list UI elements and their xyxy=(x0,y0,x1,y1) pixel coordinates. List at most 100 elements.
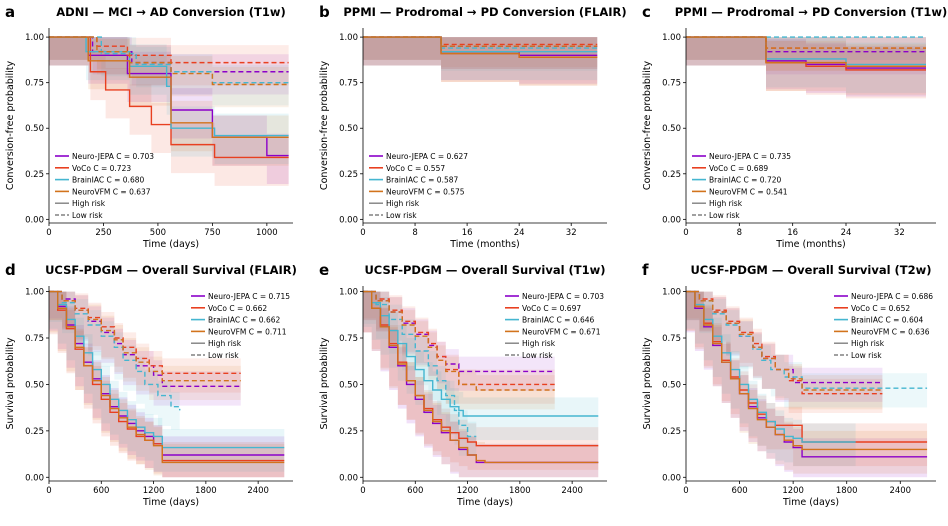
legend-entry: Neuro-JEPA C = 0.715 xyxy=(208,292,290,301)
legend-entry: VoCo C = 0.557 xyxy=(386,164,445,173)
curve-low-neurovfm xyxy=(363,36,598,47)
legend-c-index: C = 0.711 xyxy=(246,327,286,336)
ci-band-high-neurovfm xyxy=(363,291,599,478)
curve-low-voco xyxy=(363,290,555,386)
x-tick-label: 32 xyxy=(894,228,905,238)
legend-entry: VoCo C = 0.652 xyxy=(851,304,910,313)
legend: Neuro-JEPA C = 0.703 VoCo C = 0.723 BrainI… xyxy=(55,152,154,220)
legend-entry: BrainIAC C = 0.662 xyxy=(208,316,280,325)
y-tick-label: 0.25 xyxy=(25,170,44,180)
y-tick-label: 0.00 xyxy=(25,473,44,483)
curve-low-neurovfm xyxy=(686,36,926,49)
ci-band-high-neuro-jepa xyxy=(49,291,285,478)
legend-entry: NeuroVFM C = 0.711 xyxy=(208,327,287,336)
y-tick-label: 1.00 xyxy=(662,33,681,43)
x-tick-label: 600 xyxy=(93,486,109,496)
x-tick-label: 600 xyxy=(407,486,423,496)
legend-entry: VoCo C = 0.662 xyxy=(208,304,267,313)
curve-high-brainiac xyxy=(49,36,289,137)
plot-area xyxy=(686,36,926,99)
ci-band-high-voco xyxy=(49,291,285,478)
legend-entry: Neuro-JEPA C = 0.686 xyxy=(851,292,933,301)
chart-title: PPMI — Prodromal → PD Conversion (T1w) xyxy=(675,5,948,19)
x-tick-label: 1800 xyxy=(195,486,217,496)
ci-band-high-brainiac xyxy=(363,291,599,441)
legend-c-index: C = 0.703 xyxy=(114,152,154,161)
panel-letter: a xyxy=(5,3,15,21)
legend-series-name: NeuroVFM xyxy=(72,187,110,196)
panel-letter: e xyxy=(319,261,329,279)
legend-entry: VoCo C = 0.697 xyxy=(522,304,581,313)
legend-high-risk: High risk xyxy=(386,199,420,208)
x-tick-label: 0 xyxy=(46,486,51,496)
legend-c-index: C = 0.686 xyxy=(893,292,933,301)
legend-entry: BrainIAC C = 0.680 xyxy=(72,176,144,185)
y-axis-label: Conversion-free probability xyxy=(319,61,330,191)
legend-entry: NeuroVFM C = 0.541 xyxy=(709,187,788,196)
y-tick-label: 0.50 xyxy=(25,380,44,390)
chart-title: UCSF-PDGM — Overall Survival (T1w) xyxy=(364,263,605,277)
y-axis-label: Survival probability xyxy=(5,337,16,429)
ci-band-low-voco xyxy=(49,37,289,86)
legend-entry: Neuro-JEPA C = 0.627 xyxy=(386,152,468,161)
x-axis-label: Time (days) xyxy=(142,239,199,250)
y-tick-label: 0.50 xyxy=(662,380,681,390)
legend-series-name: BrainIAC xyxy=(72,176,104,185)
legend-series-name: Neuro-JEPA xyxy=(851,292,894,301)
x-tick-label: 1200 xyxy=(782,486,804,496)
x-axis-label: Time (days) xyxy=(456,497,513,508)
x-tick-label: 1800 xyxy=(509,486,531,496)
legend-low-risk: Low risk xyxy=(386,211,417,220)
y-axis-label: Survival probability xyxy=(319,337,330,429)
ci-band-low-voco xyxy=(49,291,241,393)
legend-low-risk: Low risk xyxy=(522,351,553,360)
legend-series-name: BrainIAC xyxy=(386,176,418,185)
x-tick-label: 0 xyxy=(46,228,51,238)
legend-c-index: C = 0.662 xyxy=(227,304,267,313)
legend-series-name: NeuroVFM xyxy=(208,327,246,336)
ci-band-low-brainiac xyxy=(363,291,477,456)
x-tick-label: 1800 xyxy=(836,486,858,496)
legend-c-index: C = 0.557 xyxy=(405,164,445,173)
ci-band-low-brainiac xyxy=(686,291,928,408)
x-tick-label: 2400 xyxy=(889,486,911,496)
legend-series-name: VoCo xyxy=(709,164,728,173)
plot-area xyxy=(49,290,285,478)
panel-letter: f xyxy=(642,261,649,279)
legend-entry: VoCo C = 0.689 xyxy=(709,164,768,173)
ci-band-high-neurovfm xyxy=(49,37,289,166)
x-tick-label: 32 xyxy=(566,228,577,238)
x-tick-label: 2400 xyxy=(561,486,583,496)
curve-high-brainiac xyxy=(363,290,599,417)
ci-band-low-neuro-jepa xyxy=(363,291,555,391)
legend-entry: NeuroVFM C = 0.575 xyxy=(386,187,465,196)
x-tick-label: 16 xyxy=(462,228,473,238)
panel-d: d UCSF-PDGM — Overall Survival (FLAIR) 0.0… xyxy=(5,261,297,508)
y-tick-label: 0.50 xyxy=(662,124,681,134)
legend-series-name: VoCo xyxy=(851,304,870,313)
x-tick-label: 0 xyxy=(683,228,688,238)
panel-c: c PPMI — Prodromal → PD Conversion (T1w) 0… xyxy=(642,3,947,250)
legend-entry: NeuroVFM C = 0.671 xyxy=(522,327,601,336)
panel-letter: d xyxy=(5,261,16,279)
curve-low-neurovfm xyxy=(49,290,241,382)
panel-letter: b xyxy=(319,3,330,21)
legend-series-name: VoCo xyxy=(72,164,91,173)
legend-entry: BrainIAC C = 0.587 xyxy=(386,176,458,185)
legend-entry: Neuro-JEPA C = 0.703 xyxy=(72,152,154,161)
ci-band-low-neurovfm xyxy=(686,37,926,71)
y-tick-label: 0.00 xyxy=(339,215,358,225)
legend-c-index: C = 0.587 xyxy=(418,176,458,185)
legend-series-name: Neuro-JEPA xyxy=(709,152,752,161)
x-tick-label: 500 xyxy=(150,228,166,238)
legend: Neuro-JEPA C = 0.715 VoCo C = 0.662 BrainI… xyxy=(191,292,290,360)
ci-band-low-voco xyxy=(363,291,555,404)
ci-band-high-brainiac xyxy=(49,37,289,164)
chart-title: PPMI — Prodromal → PD Conversion (FLAIR) xyxy=(343,5,626,19)
y-tick-label: 0.50 xyxy=(25,124,44,134)
x-tick-label: 1200 xyxy=(143,486,165,496)
chart-title: UCSF-PDGM — Overall Survival (T2w) xyxy=(690,263,931,277)
legend: Neuro-JEPA C = 0.703 VoCo C = 0.697 BrainI… xyxy=(505,292,604,360)
ci-band-high-neurovfm xyxy=(363,37,598,86)
